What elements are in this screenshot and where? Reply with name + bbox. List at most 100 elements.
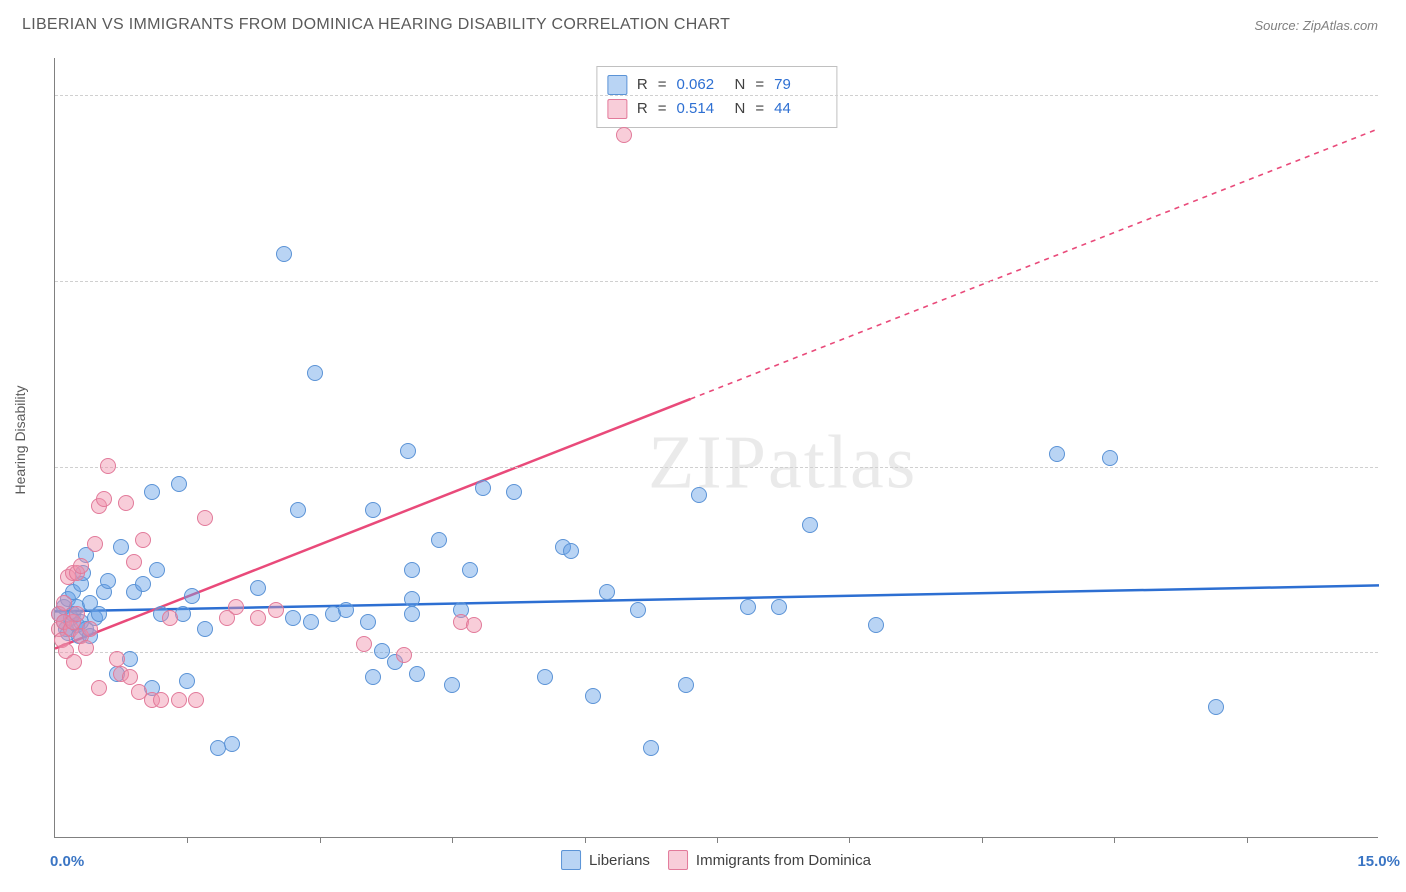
- data-point: [462, 562, 478, 578]
- chart-title: LIBERIAN VS IMMIGRANTS FROM DOMINICA HEA…: [22, 16, 730, 34]
- data-point: [802, 517, 818, 533]
- x-tick: [187, 837, 188, 843]
- data-point: [616, 127, 632, 143]
- data-point: [118, 495, 134, 511]
- data-point: [771, 599, 787, 615]
- n-value-1: 79: [774, 73, 822, 97]
- gridline: [55, 467, 1378, 468]
- data-point: [162, 610, 178, 626]
- data-point: [73, 558, 89, 574]
- data-point: [250, 610, 266, 626]
- data-point: [396, 647, 412, 663]
- data-point: [250, 580, 266, 596]
- data-point: [1049, 446, 1065, 462]
- data-point: [87, 536, 103, 552]
- data-point: [290, 502, 306, 518]
- data-point: [149, 562, 165, 578]
- bottom-legend: Liberians Immigrants from Dominica: [561, 850, 871, 870]
- data-point: [82, 621, 98, 637]
- data-point: [444, 677, 460, 693]
- legend-swatch-2: [668, 850, 688, 870]
- data-point: [409, 666, 425, 682]
- plot-area: ZIPatlas R= 0.062 N= 79 R= 0.514 N= 44 2…: [54, 58, 1378, 838]
- data-point: [691, 487, 707, 503]
- data-point: [537, 669, 553, 685]
- legend-label-2: Immigrants from Dominica: [696, 852, 871, 869]
- data-point: [475, 480, 491, 496]
- data-point: [100, 573, 116, 589]
- data-point: [356, 636, 372, 652]
- x-tick: [1114, 837, 1115, 843]
- data-point: [91, 680, 107, 696]
- data-point: [868, 617, 884, 633]
- data-point: [171, 476, 187, 492]
- data-point: [307, 365, 323, 381]
- data-point: [630, 602, 646, 618]
- data-point: [678, 677, 694, 693]
- data-point: [66, 654, 82, 670]
- y-tick-label: 2.5%: [1392, 644, 1406, 661]
- data-point: [188, 692, 204, 708]
- data-point: [360, 614, 376, 630]
- data-point: [224, 736, 240, 752]
- x-tick: [1247, 837, 1248, 843]
- gridline: [55, 281, 1378, 282]
- data-point: [643, 740, 659, 756]
- stats-swatch-1: [607, 75, 627, 95]
- x-tick: [320, 837, 321, 843]
- data-point: [197, 510, 213, 526]
- data-point: [135, 576, 151, 592]
- data-point: [404, 591, 420, 607]
- y-tick-label: 5.0%: [1392, 458, 1406, 475]
- data-point: [126, 554, 142, 570]
- data-point: [153, 692, 169, 708]
- data-point: [506, 484, 522, 500]
- x-tick: [585, 837, 586, 843]
- data-point: [585, 688, 601, 704]
- data-point: [285, 610, 301, 626]
- stats-legend: R= 0.062 N= 79 R= 0.514 N= 44: [596, 66, 837, 128]
- data-point: [100, 458, 116, 474]
- x-tick: [717, 837, 718, 843]
- x-tick: [452, 837, 453, 843]
- data-point: [113, 539, 129, 555]
- data-point: [268, 602, 284, 618]
- data-point: [56, 595, 72, 611]
- data-point: [91, 606, 107, 622]
- data-point: [404, 606, 420, 622]
- data-point: [144, 484, 160, 500]
- data-point: [303, 614, 319, 630]
- data-point: [197, 621, 213, 637]
- data-point: [135, 532, 151, 548]
- x-min-label: 0.0%: [50, 853, 84, 870]
- y-axis-label: Hearing Disability: [12, 386, 28, 495]
- data-point: [109, 651, 125, 667]
- data-point: [122, 669, 138, 685]
- data-point: [365, 669, 381, 685]
- data-point: [466, 617, 482, 633]
- legend-item-2: Immigrants from Dominica: [668, 850, 871, 870]
- y-tick-label: 10.0%: [1392, 87, 1406, 104]
- data-point: [365, 502, 381, 518]
- stats-row-1: R= 0.062 N= 79: [607, 73, 822, 97]
- data-point: [400, 443, 416, 459]
- data-point: [1102, 450, 1118, 466]
- stats-row-2: R= 0.514 N= 44: [607, 97, 822, 121]
- gridline: [55, 95, 1378, 96]
- data-point: [740, 599, 756, 615]
- stats-swatch-2: [607, 99, 627, 119]
- data-point: [1208, 699, 1224, 715]
- data-point: [404, 562, 420, 578]
- legend-item-1: Liberians: [561, 850, 650, 870]
- data-point: [599, 584, 615, 600]
- data-point: [171, 692, 187, 708]
- data-point: [563, 543, 579, 559]
- r-value-1: 0.062: [677, 73, 725, 97]
- y-tick-label: 7.5%: [1392, 272, 1406, 289]
- x-tick: [849, 837, 850, 843]
- x-tick: [982, 837, 983, 843]
- legend-swatch-1: [561, 850, 581, 870]
- data-point: [338, 602, 354, 618]
- gridline: [55, 652, 1378, 653]
- data-point: [96, 491, 112, 507]
